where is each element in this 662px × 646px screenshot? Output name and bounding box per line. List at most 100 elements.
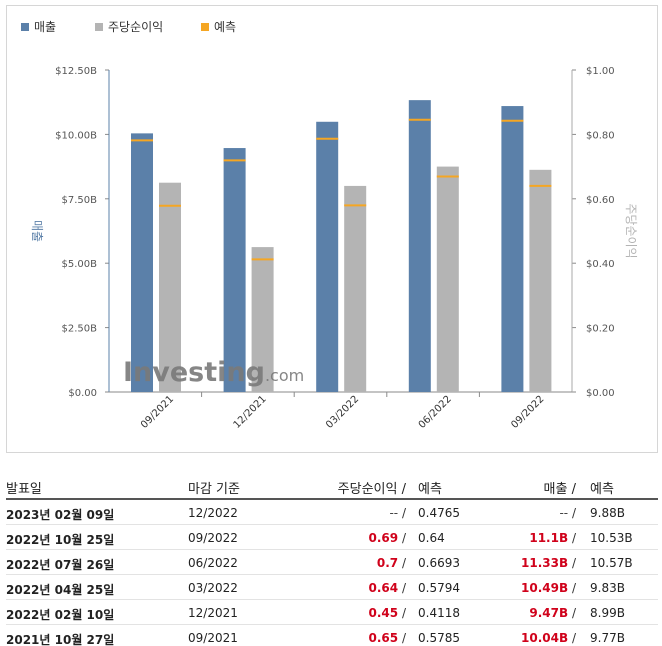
x-axis-tick-label: 03/2022 — [324, 394, 361, 431]
cell-eps: -- / — [389, 506, 406, 520]
cell-revenue-value: 11.1B — [529, 531, 569, 545]
left-axis-tick-label: $7.50B — [62, 195, 98, 206]
cell-eps-slash: / — [401, 631, 406, 645]
cell-eps-slash: / — [401, 581, 406, 595]
x-axis-tick-label: 09/2021 — [139, 394, 176, 431]
right-axis-tick-label: $0.40 — [586, 259, 615, 270]
legend-label-revenue: 매출 — [34, 20, 57, 34]
right-axis-title: 주당순이익 — [624, 203, 638, 258]
cell-date: 2021년 10월 27일 — [6, 633, 115, 646]
cell-date: 2023년 02월 09일 — [6, 508, 115, 522]
legend-swatch-revenue — [21, 22, 29, 31]
bar-revenue — [131, 133, 153, 392]
x-axis-tick-label: 06/2022 — [417, 394, 454, 431]
earnings-table: 발표일 마감 기준 주당순이익 / 예측 매출 / 예측 2023년 02월 0… — [6, 470, 658, 646]
watermark-logo: Investing.com — [123, 357, 304, 388]
bar-eps — [251, 247, 274, 392]
cell-eps-slash: / — [401, 606, 406, 620]
legend-label-forecast: 예측 — [214, 20, 237, 34]
bar-eps — [529, 169, 552, 392]
cell-revenue-slash: / — [571, 581, 576, 595]
header-eps-label: 주당순이익 — [337, 482, 398, 497]
bar-eps — [344, 185, 367, 392]
table-row: 2022년 07월 26일 06/2022 0.7 /0.6693 11.33B /1… — [6, 550, 658, 575]
cell-revenue-value: 10.04B — [521, 631, 569, 645]
header-eps-forecast[interactable]: 예측 — [418, 482, 442, 497]
cell-revenue-slash: / — [571, 606, 576, 620]
watermark-suffix: .com — [265, 366, 304, 385]
left-axis-tick-label: $5.00B — [62, 259, 98, 270]
cell-date: 2022년 10월 25일 — [6, 533, 115, 547]
cell-period: 03/2022 — [188, 581, 238, 595]
cell-period: 09/2022 — [188, 531, 238, 545]
cell-eps-value: 0.65 — [368, 631, 399, 645]
cell-eps-forecast: 0.4118 — [418, 606, 460, 620]
cell-eps-forecast: 0.5785 — [418, 631, 460, 645]
right-axis-tick-label: $0.20 — [586, 324, 615, 335]
earnings-chart: $0.00 $2.50B $5.00B $7.50B $10.00B $12.50B $0.… — [30, 66, 638, 431]
cell-revenue-forecast: 9.83B — [590, 581, 625, 595]
cell-revenue-forecast: 10.53B — [590, 531, 633, 545]
left-axis-tick-label: $0.00 — [68, 388, 97, 399]
table-header-row: 발표일 마감 기준 주당순이익 / 예측 매출 / 예측 — [6, 470, 658, 500]
watermark-brand: Investing — [123, 357, 265, 388]
header-eps-slash: / — [401, 482, 406, 497]
x-axis-tick-label: 09/2022 — [509, 394, 546, 431]
cell-revenue: 11.1B / — [529, 531, 576, 545]
header-revenue-forecast[interactable]: 예측 — [590, 482, 614, 497]
cell-revenue: 9.47B / — [529, 606, 576, 620]
cell-revenue-value: 11.33B — [521, 556, 569, 570]
cell-eps: 0.7 / — [377, 556, 406, 570]
table-row: 2022년 04월 25일 03/2022 0.64 / 0.5794 10.49B /… — [6, 575, 658, 600]
table-row: 2022년 10월 25일 09/2022 0.69 / 0.64 11.1B / 10.… — [6, 525, 658, 550]
bar-revenue — [223, 148, 246, 392]
cell-revenue-slash: / — [571, 631, 576, 645]
cell-eps-value: -- — [389, 506, 399, 520]
bar-eps — [436, 166, 459, 392]
cell-revenue: -- / — [559, 506, 576, 520]
cell-period: 12/2022 — [188, 506, 238, 520]
header-eps[interactable]: 주당순이익 / — [338, 478, 406, 497]
cell-eps-forecast: 0.64 — [418, 531, 445, 545]
legend-item-revenue[interactable]: 매출 — [21, 18, 56, 35]
cell-revenue-slash: / — [571, 506, 576, 520]
legend-swatch-eps — [95, 22, 103, 31]
legend-item-forecast[interactable]: 예측 — [201, 18, 236, 35]
header-revenue[interactable]: 매출 / — [544, 478, 576, 497]
cell-date: 2022년 02월 10일 — [6, 608, 115, 622]
cell-revenue-forecast: 8.99B — [590, 606, 625, 620]
cell-eps: 0.65 / — [369, 631, 406, 645]
cell-eps-value: 0.45 — [368, 606, 399, 620]
left-axis-title: 매출 — [30, 220, 44, 242]
table-row: 2021년 10월 27일 09/2021 0.65 / 0.5785 10.04B /… — [6, 625, 658, 646]
cell-eps-forecast: 0.5794 — [418, 581, 460, 595]
left-axis-tick-label: $2.50B — [62, 324, 98, 335]
legend-item-eps[interactable]: 주당순이익 — [95, 18, 163, 35]
cell-revenue-value: -- — [559, 506, 569, 520]
cell-period: 12/2021 — [188, 606, 238, 620]
header-period[interactable]: 마감 기준 — [188, 482, 240, 497]
bar-eps — [159, 182, 181, 392]
header-revenue-slash: / — [571, 482, 576, 497]
cell-revenue-slash: / — [571, 531, 576, 545]
cell-eps-slash: / — [401, 531, 406, 545]
cell-eps-slash: / — [401, 506, 406, 520]
right-axis-tick-label: $0.60 — [586, 195, 615, 206]
x-axis-tick-label: 12/2021 — [232, 394, 269, 431]
cell-period: 06/2022 — [188, 556, 238, 570]
cell-eps-value: 0.69 — [368, 531, 399, 545]
cell-revenue-slash: / — [571, 556, 576, 570]
cell-revenue-value: 9.47B — [529, 606, 569, 620]
legend-label-eps: 주당순이익 — [108, 20, 164, 34]
bar-revenue — [316, 121, 339, 393]
cell-date: 2022년 04월 25일 — [6, 583, 115, 597]
table-row: 2022년 02월 10일 12/2021 0.45 / 0.4118 9.47B / 8… — [6, 600, 658, 625]
header-revenue-label: 매출 — [543, 482, 568, 497]
cell-eps-slash: / — [401, 556, 406, 570]
cell-eps: 0.64 / — [369, 581, 406, 595]
header-date[interactable]: 발표일 — [6, 482, 42, 497]
right-axis-tick-label: $0.00 — [586, 388, 615, 399]
cell-revenue: 10.04B / — [521, 631, 576, 645]
cell-eps: 0.69 / — [369, 531, 406, 545]
